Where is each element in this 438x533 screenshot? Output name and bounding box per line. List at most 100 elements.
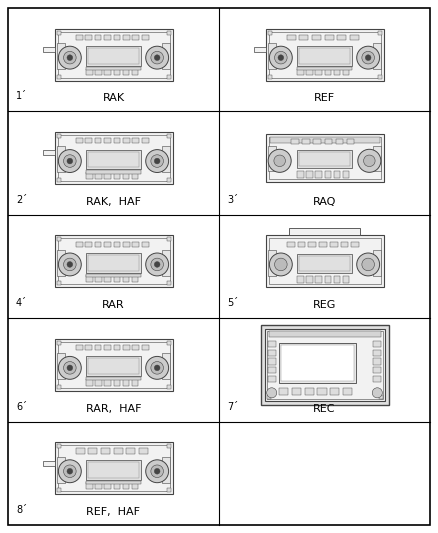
Text: RAR: RAR — [102, 300, 125, 310]
Circle shape — [64, 361, 76, 374]
Bar — [162, 147, 170, 173]
Bar — [113, 69, 120, 75]
Bar — [113, 35, 120, 40]
Bar — [85, 241, 92, 247]
Bar — [372, 350, 381, 356]
Bar — [123, 138, 130, 143]
Bar — [373, 43, 381, 69]
Text: RAK,  HAF: RAK, HAF — [86, 197, 141, 207]
Bar — [88, 448, 97, 454]
Circle shape — [365, 55, 371, 61]
Bar — [104, 379, 111, 385]
Bar — [95, 138, 102, 143]
Circle shape — [67, 262, 73, 268]
Bar — [104, 345, 111, 350]
Bar — [95, 69, 102, 75]
Bar — [265, 236, 384, 287]
Circle shape — [151, 51, 163, 64]
Bar — [88, 255, 139, 271]
Text: REC: REC — [313, 403, 336, 414]
Text: 3´: 3´ — [227, 195, 238, 205]
Bar — [330, 388, 339, 395]
Circle shape — [154, 55, 160, 61]
Bar — [85, 345, 92, 350]
Circle shape — [357, 46, 380, 69]
Bar — [261, 325, 389, 405]
Circle shape — [64, 465, 76, 478]
Bar — [86, 172, 93, 179]
Circle shape — [269, 253, 292, 276]
Bar — [123, 276, 129, 282]
Bar — [266, 331, 382, 399]
Bar — [325, 277, 331, 283]
Circle shape — [146, 357, 169, 379]
Bar — [131, 276, 138, 282]
Bar — [113, 448, 123, 454]
Text: REG: REG — [313, 300, 336, 310]
Bar — [297, 172, 304, 178]
Bar — [123, 241, 130, 247]
Circle shape — [67, 469, 73, 474]
Bar — [166, 281, 170, 285]
Bar — [299, 256, 350, 271]
Text: 6´: 6´ — [16, 401, 27, 411]
Bar — [307, 172, 313, 178]
Bar — [312, 35, 321, 40]
Bar — [297, 254, 352, 273]
Bar — [132, 138, 139, 143]
Bar — [319, 241, 327, 247]
Circle shape — [278, 55, 284, 61]
Bar — [166, 444, 170, 448]
Bar — [86, 460, 141, 480]
Bar — [76, 35, 82, 40]
Bar — [131, 482, 138, 489]
Bar — [166, 134, 170, 138]
Bar — [86, 482, 93, 489]
Bar — [113, 379, 120, 385]
Bar — [166, 75, 170, 78]
Circle shape — [67, 158, 73, 164]
Circle shape — [64, 258, 76, 271]
Bar — [57, 135, 170, 181]
Circle shape — [268, 149, 291, 172]
Bar — [88, 151, 139, 167]
Bar — [299, 48, 350, 64]
Circle shape — [275, 51, 287, 64]
Text: 5´: 5´ — [227, 298, 238, 308]
Bar — [373, 250, 381, 276]
Bar — [57, 445, 170, 491]
Bar — [268, 30, 272, 35]
Bar — [88, 48, 139, 64]
Text: 2´: 2´ — [16, 195, 27, 205]
Circle shape — [154, 365, 160, 371]
Bar — [86, 357, 141, 376]
Circle shape — [58, 253, 81, 276]
Bar — [268, 31, 381, 77]
Circle shape — [64, 155, 76, 167]
Bar — [268, 367, 276, 374]
Bar — [101, 448, 110, 454]
Bar — [57, 147, 65, 173]
Bar — [142, 138, 148, 143]
Bar — [372, 367, 381, 374]
Text: RAR,  HAF: RAR, HAF — [86, 403, 141, 414]
Bar — [86, 276, 93, 282]
Bar — [341, 241, 349, 247]
Bar — [378, 30, 381, 35]
Bar — [104, 276, 111, 282]
Bar — [126, 448, 135, 454]
Bar — [314, 139, 321, 143]
Circle shape — [146, 46, 169, 69]
Bar — [268, 250, 276, 276]
Bar — [325, 172, 331, 178]
Bar — [297, 150, 352, 167]
Bar — [162, 250, 170, 276]
Circle shape — [151, 258, 163, 271]
Text: 1´: 1´ — [16, 91, 27, 101]
Bar — [123, 172, 129, 179]
Circle shape — [151, 361, 163, 374]
Bar — [123, 379, 129, 385]
Bar — [86, 46, 141, 66]
Bar — [104, 241, 111, 247]
Bar — [307, 69, 313, 75]
